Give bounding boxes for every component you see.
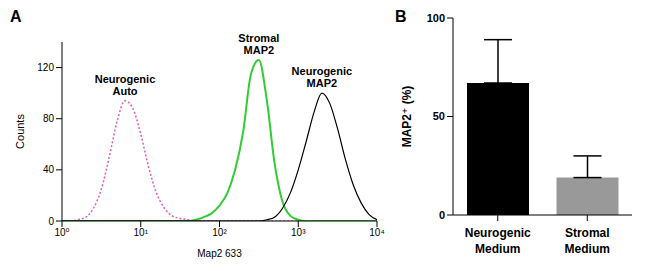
svg-text:10⁴: 10⁴ bbox=[369, 227, 384, 238]
svg-text:10²: 10² bbox=[212, 227, 227, 238]
svg-text:0: 0 bbox=[48, 216, 54, 227]
svg-text:StromalMedium: StromalMedium bbox=[565, 226, 610, 256]
svg-text:10¹: 10¹ bbox=[134, 227, 149, 238]
svg-text:80: 80 bbox=[43, 113, 55, 124]
svg-text:Map2 633: Map2 633 bbox=[197, 248, 242, 259]
svg-text:10³: 10³ bbox=[291, 227, 306, 238]
svg-text:10⁰: 10⁰ bbox=[54, 227, 69, 238]
svg-text:40: 40 bbox=[43, 164, 55, 175]
svg-text:NeurogenicMAP2: NeurogenicMAP2 bbox=[292, 65, 353, 89]
svg-text:120: 120 bbox=[37, 62, 54, 73]
svg-text:50: 50 bbox=[433, 110, 445, 122]
svg-text:NeurogenicMedium: NeurogenicMedium bbox=[465, 226, 531, 256]
svg-text:NeurogenicAuto: NeurogenicAuto bbox=[95, 73, 156, 97]
html-text:B: B bbox=[395, 8, 407, 25]
svg-text:0: 0 bbox=[439, 209, 445, 221]
svg-text:100: 100 bbox=[427, 12, 445, 24]
svg-text:MAP2⁺ (%): MAP2⁺ (%) bbox=[400, 86, 414, 148]
svg-text:Counts: Counts bbox=[14, 114, 26, 149]
svg-text:StromalMAP2: StromalMAP2 bbox=[238, 32, 279, 56]
html-text:A: A bbox=[10, 8, 22, 25]
